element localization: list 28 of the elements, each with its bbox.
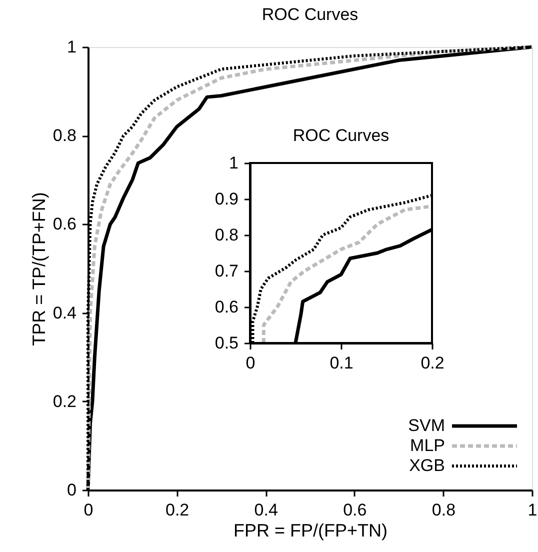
y-tick-label: 0.5 — [214, 334, 238, 352]
chart-title: ROC Curves — [292, 126, 390, 145]
x-tick-label: 1 — [528, 500, 538, 520]
x-tick-label: 0.2 — [420, 354, 444, 372]
x-tick-label: 0.4 — [254, 500, 278, 520]
y-tick-label: 0.8 — [214, 226, 238, 244]
x-tick-label: 0.8 — [432, 500, 456, 520]
x-tick-label: 0.6 — [343, 500, 367, 520]
y-tick-label: 0.8 — [52, 126, 76, 146]
x-tick-label: 0.1 — [330, 354, 354, 372]
y-tick-label: 0.4 — [52, 303, 76, 322]
y-tick-label: 1 — [229, 154, 238, 172]
x-tick-label: 0.2 — [165, 500, 190, 520]
y-tick-label: 0.6 — [52, 214, 76, 234]
x-tick-label: 0 — [84, 500, 94, 520]
y-tick-label: 0.2 — [52, 392, 76, 411]
y-tick-label: 0.6 — [214, 298, 238, 316]
legend-label: XGB — [409, 456, 445, 475]
x-tick-label: 0 — [246, 354, 256, 372]
legend-label: SVM — [408, 416, 445, 435]
y-axis-title: TPR = TP/(TP+FN) — [28, 192, 49, 346]
legend-label: MLP — [410, 436, 445, 455]
y-tick-label: 0.7 — [214, 262, 238, 280]
y-tick-label: 1 — [67, 38, 76, 56]
chart-title: ROC Curves — [262, 5, 358, 24]
y-tick-label: 0.9 — [214, 190, 238, 208]
y-tick-label: 0 — [67, 480, 76, 500]
x-axis-title: FPR = FP/(FP+TN) — [233, 520, 388, 540]
